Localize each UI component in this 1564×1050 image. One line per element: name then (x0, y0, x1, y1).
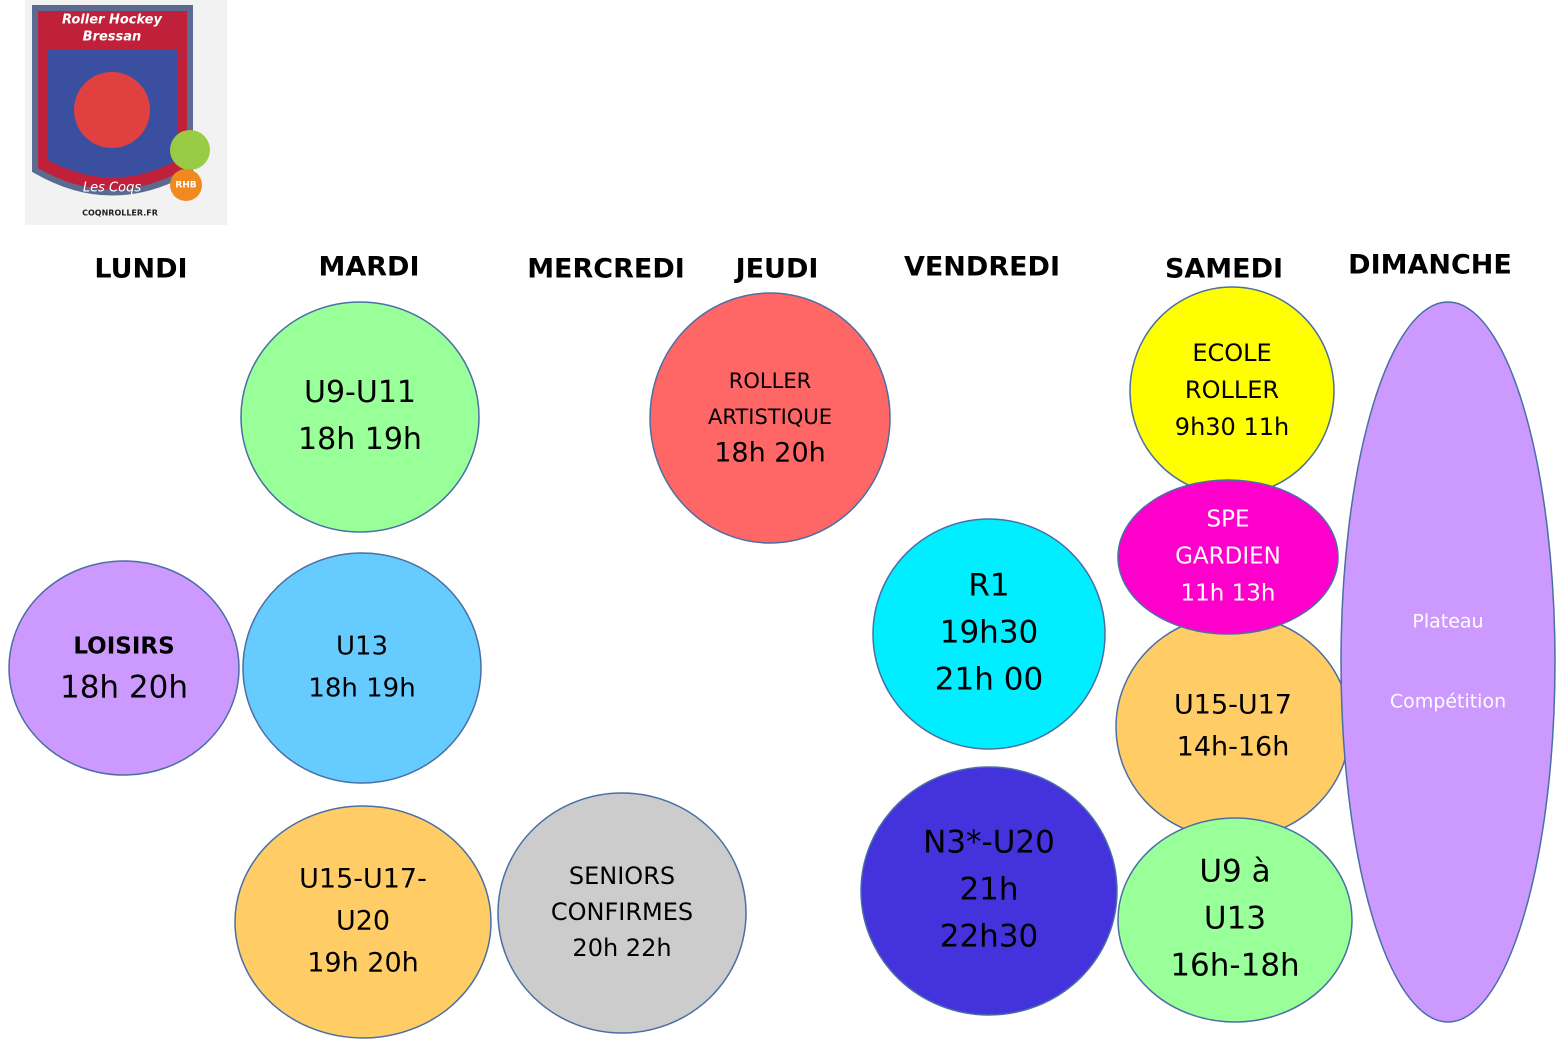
session-text: ECOLE (1192, 339, 1271, 367)
session-text: SPE (1206, 507, 1249, 533)
day-heading: MERCREDI (527, 254, 685, 285)
session-text: U9-U11 (304, 375, 416, 410)
session-bubble (497, 792, 747, 1034)
session-text: Plateau (1412, 611, 1483, 633)
logo-text: Bressan (83, 30, 142, 45)
session-text: 14h-16h (1177, 732, 1290, 763)
day-heading: DIMANCHE (1348, 250, 1512, 281)
session-text: 21h 00 (935, 662, 1043, 698)
session-text: 18h 19h (298, 422, 422, 457)
session-bubble (1117, 817, 1353, 1023)
session-text: N3*-U20 (923, 825, 1055, 861)
session-bubble (1115, 614, 1351, 840)
logo-text: COQNROLLER.FR (82, 209, 158, 218)
session-bubble (860, 766, 1118, 1016)
logo-text: Les Coqs (83, 181, 141, 196)
session-text: U15-U17 (1174, 690, 1292, 721)
session-text: SENIORS (569, 862, 675, 890)
session-text: 19h 20h (307, 948, 419, 979)
session-text: U13 (1204, 901, 1266, 937)
session-text: 21h (959, 872, 1018, 908)
session-text: U13 (336, 632, 388, 662)
session-bubble (234, 805, 492, 1039)
session-bubble (1117, 479, 1339, 635)
session-bubble (242, 552, 482, 784)
day-heading: JEUDI (734, 254, 819, 285)
session-text: GARDIEN (1175, 544, 1281, 570)
session-text: 20h 22h (572, 934, 671, 962)
logo-rooster (74, 72, 150, 148)
logo-puck (170, 130, 210, 170)
session-bubble (8, 560, 240, 776)
session-text: 18h 20h (60, 670, 188, 706)
session-bubble (240, 301, 480, 533)
session-text: R1 (968, 568, 1009, 604)
session-text: 22h30 (940, 919, 1039, 955)
session-text: U20 (336, 906, 390, 937)
session-bubble (649, 292, 891, 544)
day-heading: VENDREDI (904, 252, 1060, 283)
session-text: CONFIRMES (551, 898, 693, 926)
logo-text: Roller Hockey (62, 13, 162, 28)
session-text: LOISIRS (73, 634, 174, 660)
logo-text: RHB (175, 181, 196, 191)
session-text: ROLLER (1185, 376, 1279, 404)
logo: Roller Hockey Bressan Les Coqs RHB COQNR… (25, 0, 227, 225)
session-text: 16h-18h (1170, 948, 1299, 984)
session-bubble (1340, 301, 1556, 1023)
logo-badge (170, 169, 202, 201)
day-heading: SAMEDI (1165, 254, 1283, 285)
session-text: 18h 20h (714, 438, 826, 469)
session-text: U15-U17- (299, 864, 427, 895)
session-text: 11h 13h (1181, 581, 1276, 607)
session-text: ARTISTIQUE (708, 405, 832, 429)
session-text: Compétition (1390, 691, 1506, 713)
session-text: ROLLER (729, 369, 811, 393)
session-text: 19h30 (940, 615, 1039, 651)
session-text: 18h 19h (308, 674, 415, 704)
session-text: U9 à (1199, 854, 1270, 890)
day-heading: LUNDI (94, 254, 187, 285)
session-text: 9h30 11h (1175, 413, 1289, 441)
day-heading: MARDI (318, 252, 419, 283)
session-bubble (872, 518, 1106, 750)
